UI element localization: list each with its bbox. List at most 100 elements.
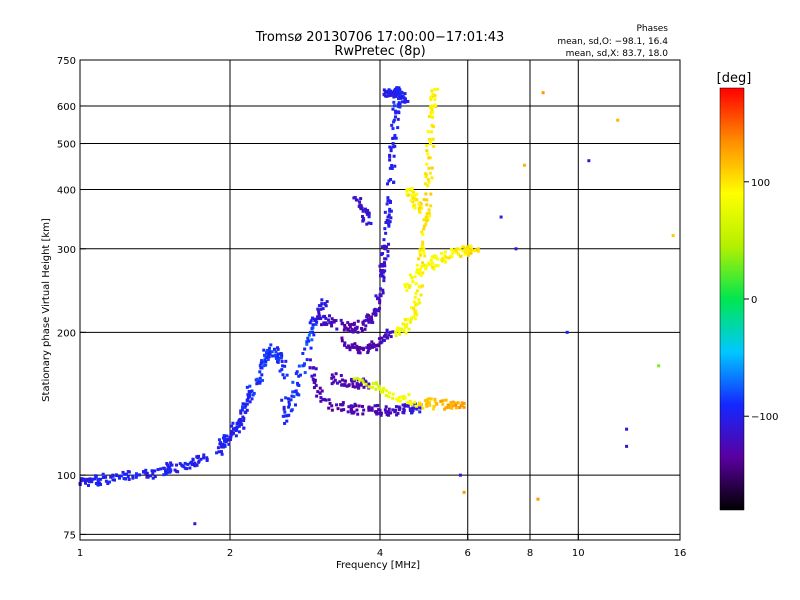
data-point	[340, 403, 344, 407]
data-point	[425, 149, 429, 153]
chart-title: Tromsø 20130706 17:00:00−17:01:43	[255, 30, 505, 45]
data-point	[317, 314, 321, 318]
data-point	[245, 385, 249, 389]
data-point	[316, 390, 320, 394]
data-point	[260, 378, 264, 382]
data-point	[339, 318, 343, 322]
data-point	[423, 263, 427, 267]
data-point	[429, 130, 433, 134]
data-point	[366, 343, 370, 347]
data-point	[286, 397, 290, 401]
data-point	[377, 384, 381, 388]
data-point	[425, 212, 429, 216]
data-point	[367, 314, 371, 318]
y-tick-label: 500	[57, 140, 76, 151]
data-point	[164, 472, 168, 476]
data-point	[252, 391, 256, 395]
data-point	[384, 231, 388, 235]
data-point	[375, 348, 379, 352]
data-point	[220, 445, 224, 449]
data-point	[319, 307, 323, 311]
data-point	[80, 477, 84, 481]
data-point	[291, 390, 295, 394]
data-point	[378, 293, 382, 297]
series-5	[340, 328, 395, 355]
data-point	[378, 387, 382, 391]
data-point	[391, 392, 395, 396]
data-point	[325, 300, 329, 304]
data-point	[415, 313, 419, 317]
data-point	[314, 322, 318, 326]
data-point	[363, 207, 367, 211]
data-point	[382, 276, 386, 280]
data-point	[414, 291, 418, 295]
data-point	[392, 93, 396, 97]
y-axis-label: Stationary phase Virtual Height [km]	[41, 218, 52, 402]
data-point	[121, 470, 125, 474]
data-point	[410, 194, 414, 198]
data-point	[514, 247, 518, 251]
data-point	[323, 302, 327, 306]
data-point	[408, 284, 412, 288]
data-point	[422, 247, 426, 251]
data-point	[430, 89, 434, 93]
data-point	[462, 490, 466, 494]
data-point	[266, 357, 270, 361]
data-point	[384, 220, 388, 224]
data-point	[356, 378, 360, 382]
data-point	[222, 445, 226, 449]
data-point	[305, 340, 309, 344]
data-point	[459, 254, 463, 258]
data-point	[345, 384, 349, 388]
y-tick-label: 750	[57, 56, 76, 67]
data-point	[361, 322, 365, 326]
data-point	[283, 410, 287, 414]
data-point	[280, 368, 284, 372]
data-point	[191, 458, 195, 462]
data-point	[447, 256, 451, 260]
data-point	[357, 404, 361, 408]
data-point	[389, 209, 393, 213]
data-point	[370, 340, 374, 344]
data-point	[386, 215, 390, 219]
data-point	[379, 253, 383, 257]
data-point	[305, 342, 309, 346]
data-point	[374, 313, 378, 317]
data-point	[330, 317, 334, 321]
data-point	[119, 474, 123, 478]
data-point	[352, 345, 356, 349]
data-point	[279, 356, 283, 360]
data-point	[287, 405, 291, 409]
data-point	[412, 306, 416, 310]
data-point	[231, 427, 235, 431]
data-point	[243, 410, 247, 414]
data-point	[460, 403, 464, 407]
data-point	[428, 138, 432, 142]
data-point	[359, 383, 363, 387]
data-point	[426, 184, 430, 188]
data-point	[362, 408, 366, 412]
data-point	[401, 95, 405, 99]
data-point	[333, 378, 337, 382]
data-point	[397, 396, 401, 400]
data-point	[397, 408, 401, 412]
data-point	[454, 406, 458, 410]
data-point	[355, 326, 359, 330]
data-point	[269, 343, 273, 347]
data-point	[425, 144, 429, 148]
data-point	[412, 300, 416, 304]
data-point	[396, 117, 400, 121]
data-point	[377, 296, 381, 300]
data-point	[351, 405, 355, 409]
data-point	[239, 422, 243, 426]
data-point	[302, 363, 306, 367]
data-point	[131, 476, 135, 480]
data-point	[339, 373, 343, 377]
data-point	[289, 409, 293, 413]
data-point	[372, 345, 376, 349]
data-point	[352, 323, 356, 327]
data-point	[367, 317, 371, 321]
data-point	[357, 386, 361, 390]
data-point	[431, 104, 435, 108]
data-point	[370, 406, 374, 410]
